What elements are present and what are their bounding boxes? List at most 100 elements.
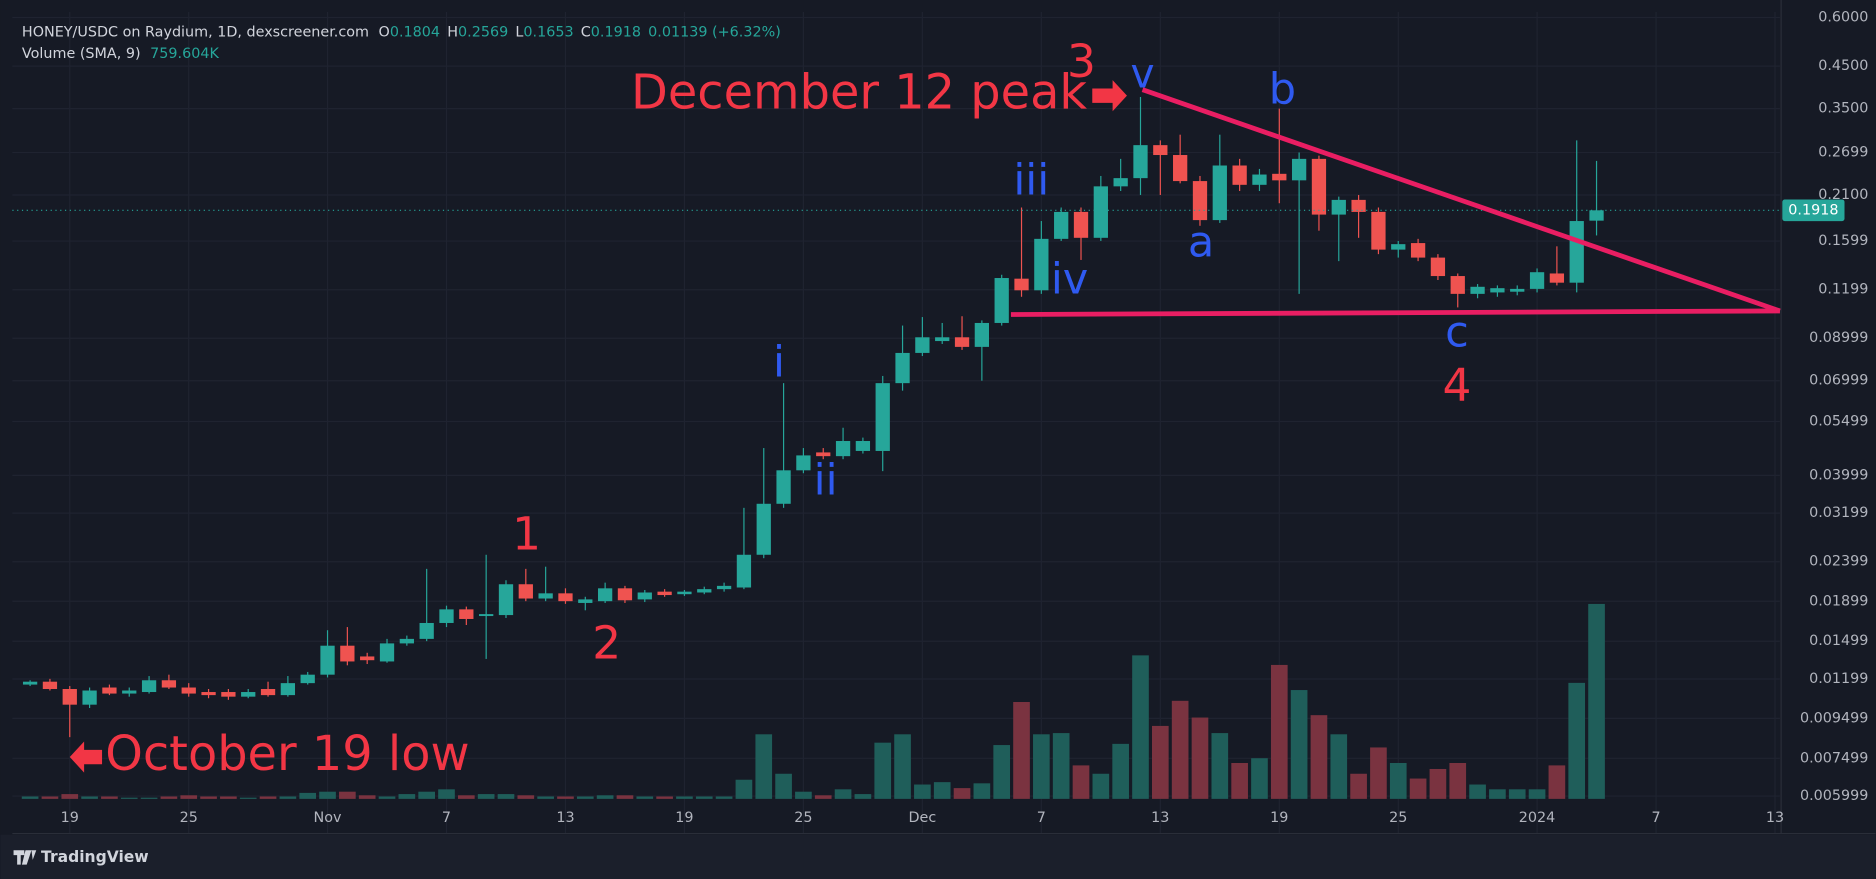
candle-body — [102, 687, 117, 694]
volume-bar — [61, 794, 79, 799]
y-tick-label: 0.01199 — [1809, 671, 1868, 687]
candle-body — [1272, 173, 1287, 181]
x-tick-label: 13 — [1766, 810, 1784, 826]
candle-body — [399, 638, 414, 644]
annotation: b — [1269, 65, 1296, 115]
candle-body — [181, 687, 196, 694]
volume-bar — [676, 796, 693, 799]
volume-bar — [1389, 762, 1407, 799]
candle-body — [597, 588, 613, 602]
volume-bar — [398, 794, 416, 799]
volume-bar — [140, 797, 158, 799]
candle-body — [122, 690, 137, 694]
x-tick-label: 7 — [442, 810, 451, 826]
volume-bar — [1350, 773, 1367, 799]
volume-bar — [299, 792, 317, 799]
y-tick-label: 0.3500 — [1818, 101, 1868, 117]
y-tick-label: 0.05499 — [1809, 414, 1868, 430]
volume-bar — [1033, 734, 1050, 799]
y-tick-label: 0.01499 — [1809, 633, 1868, 649]
x-tick-label: 25 — [1389, 810, 1407, 826]
candle-body — [994, 278, 1009, 323]
last-price-label: 0.1918 — [1788, 202, 1838, 218]
annotation: iii — [1013, 155, 1049, 205]
footer-band — [0, 834, 1876, 879]
annotation: October 19 low — [105, 727, 469, 782]
volume-bar — [438, 789, 455, 799]
last-price-box — [1782, 199, 1845, 222]
candle-body — [1549, 273, 1565, 283]
volume-bar — [1330, 734, 1348, 799]
volume-bar — [200, 796, 217, 799]
y-tick-label: 0.2699 — [1818, 145, 1868, 161]
candle-body — [855, 441, 871, 451]
candles — [12, 96, 1780, 738]
volume-bar — [1112, 743, 1129, 799]
x-tick-label: Dec — [908, 810, 936, 826]
candle-body — [1311, 158, 1327, 215]
arrow-right — [1092, 80, 1127, 112]
candle-body — [697, 589, 712, 593]
y-tick-label: 0.03199 — [1809, 505, 1868, 521]
candle-body — [835, 441, 851, 457]
candle-body — [340, 645, 355, 662]
volume-legend: Volume (SMA, 9) 759.604K — [22, 46, 220, 62]
candle-body — [1430, 257, 1446, 277]
volume-bar — [1211, 733, 1229, 799]
volume-bar — [755, 734, 773, 799]
volume-bar — [1548, 765, 1566, 799]
x-tick-label: 7 — [1651, 810, 1660, 826]
x-tick-label: 13 — [1151, 810, 1169, 826]
candle-body — [1113, 178, 1128, 187]
volume-bar — [1429, 768, 1447, 799]
candle-body — [935, 337, 950, 342]
candle-body — [459, 609, 474, 619]
volume-bar — [220, 796, 237, 799]
volume-bar — [914, 784, 931, 799]
candle-body — [1569, 221, 1584, 283]
volume-bar — [477, 794, 495, 799]
candle-body — [796, 455, 811, 471]
volume-bar — [378, 796, 396, 799]
candle-body — [479, 614, 494, 617]
y-tick-label: 0.02399 — [1809, 554, 1868, 570]
price-axis — [1781, 0, 1876, 834]
candle-body — [1073, 211, 1089, 238]
volume-bar — [358, 795, 376, 799]
candle-body — [677, 591, 692, 595]
volume-bar — [735, 779, 753, 799]
candle-body — [1529, 272, 1545, 289]
candle-body — [260, 689, 276, 696]
volume-bar — [497, 794, 515, 799]
volume-bar — [1489, 789, 1506, 799]
volume-bar — [81, 796, 98, 799]
trendlines — [69, 80, 1781, 773]
candle-body — [419, 622, 434, 639]
y-tick-label: 0.009499 — [1800, 710, 1868, 726]
ohlc-label: H — [447, 24, 458, 40]
arrow-left — [69, 741, 103, 773]
annotation: 4 — [1443, 359, 1472, 412]
y-tick-label: 0.06999 — [1809, 373, 1868, 389]
candle-body — [1054, 211, 1069, 239]
volume-bar — [239, 797, 257, 799]
candle-body — [736, 554, 752, 588]
volume-bar — [101, 796, 118, 799]
volume-bar — [41, 796, 59, 799]
candle-body — [141, 680, 157, 693]
candle-body — [637, 592, 652, 600]
y-tick-label: 0.4500 — [1818, 58, 1868, 74]
candle-body — [1371, 211, 1386, 250]
annotation: 2 — [592, 616, 621, 669]
volume-bar — [874, 742, 892, 799]
volume-bar — [319, 791, 336, 799]
candle-body — [22, 681, 38, 685]
candle-body — [1490, 288, 1505, 293]
volume-bar — [180, 795, 198, 799]
candle-body — [1351, 199, 1366, 212]
x-tick-label: 13 — [556, 810, 574, 826]
candle-body — [42, 681, 58, 690]
volume-bar — [259, 796, 277, 799]
